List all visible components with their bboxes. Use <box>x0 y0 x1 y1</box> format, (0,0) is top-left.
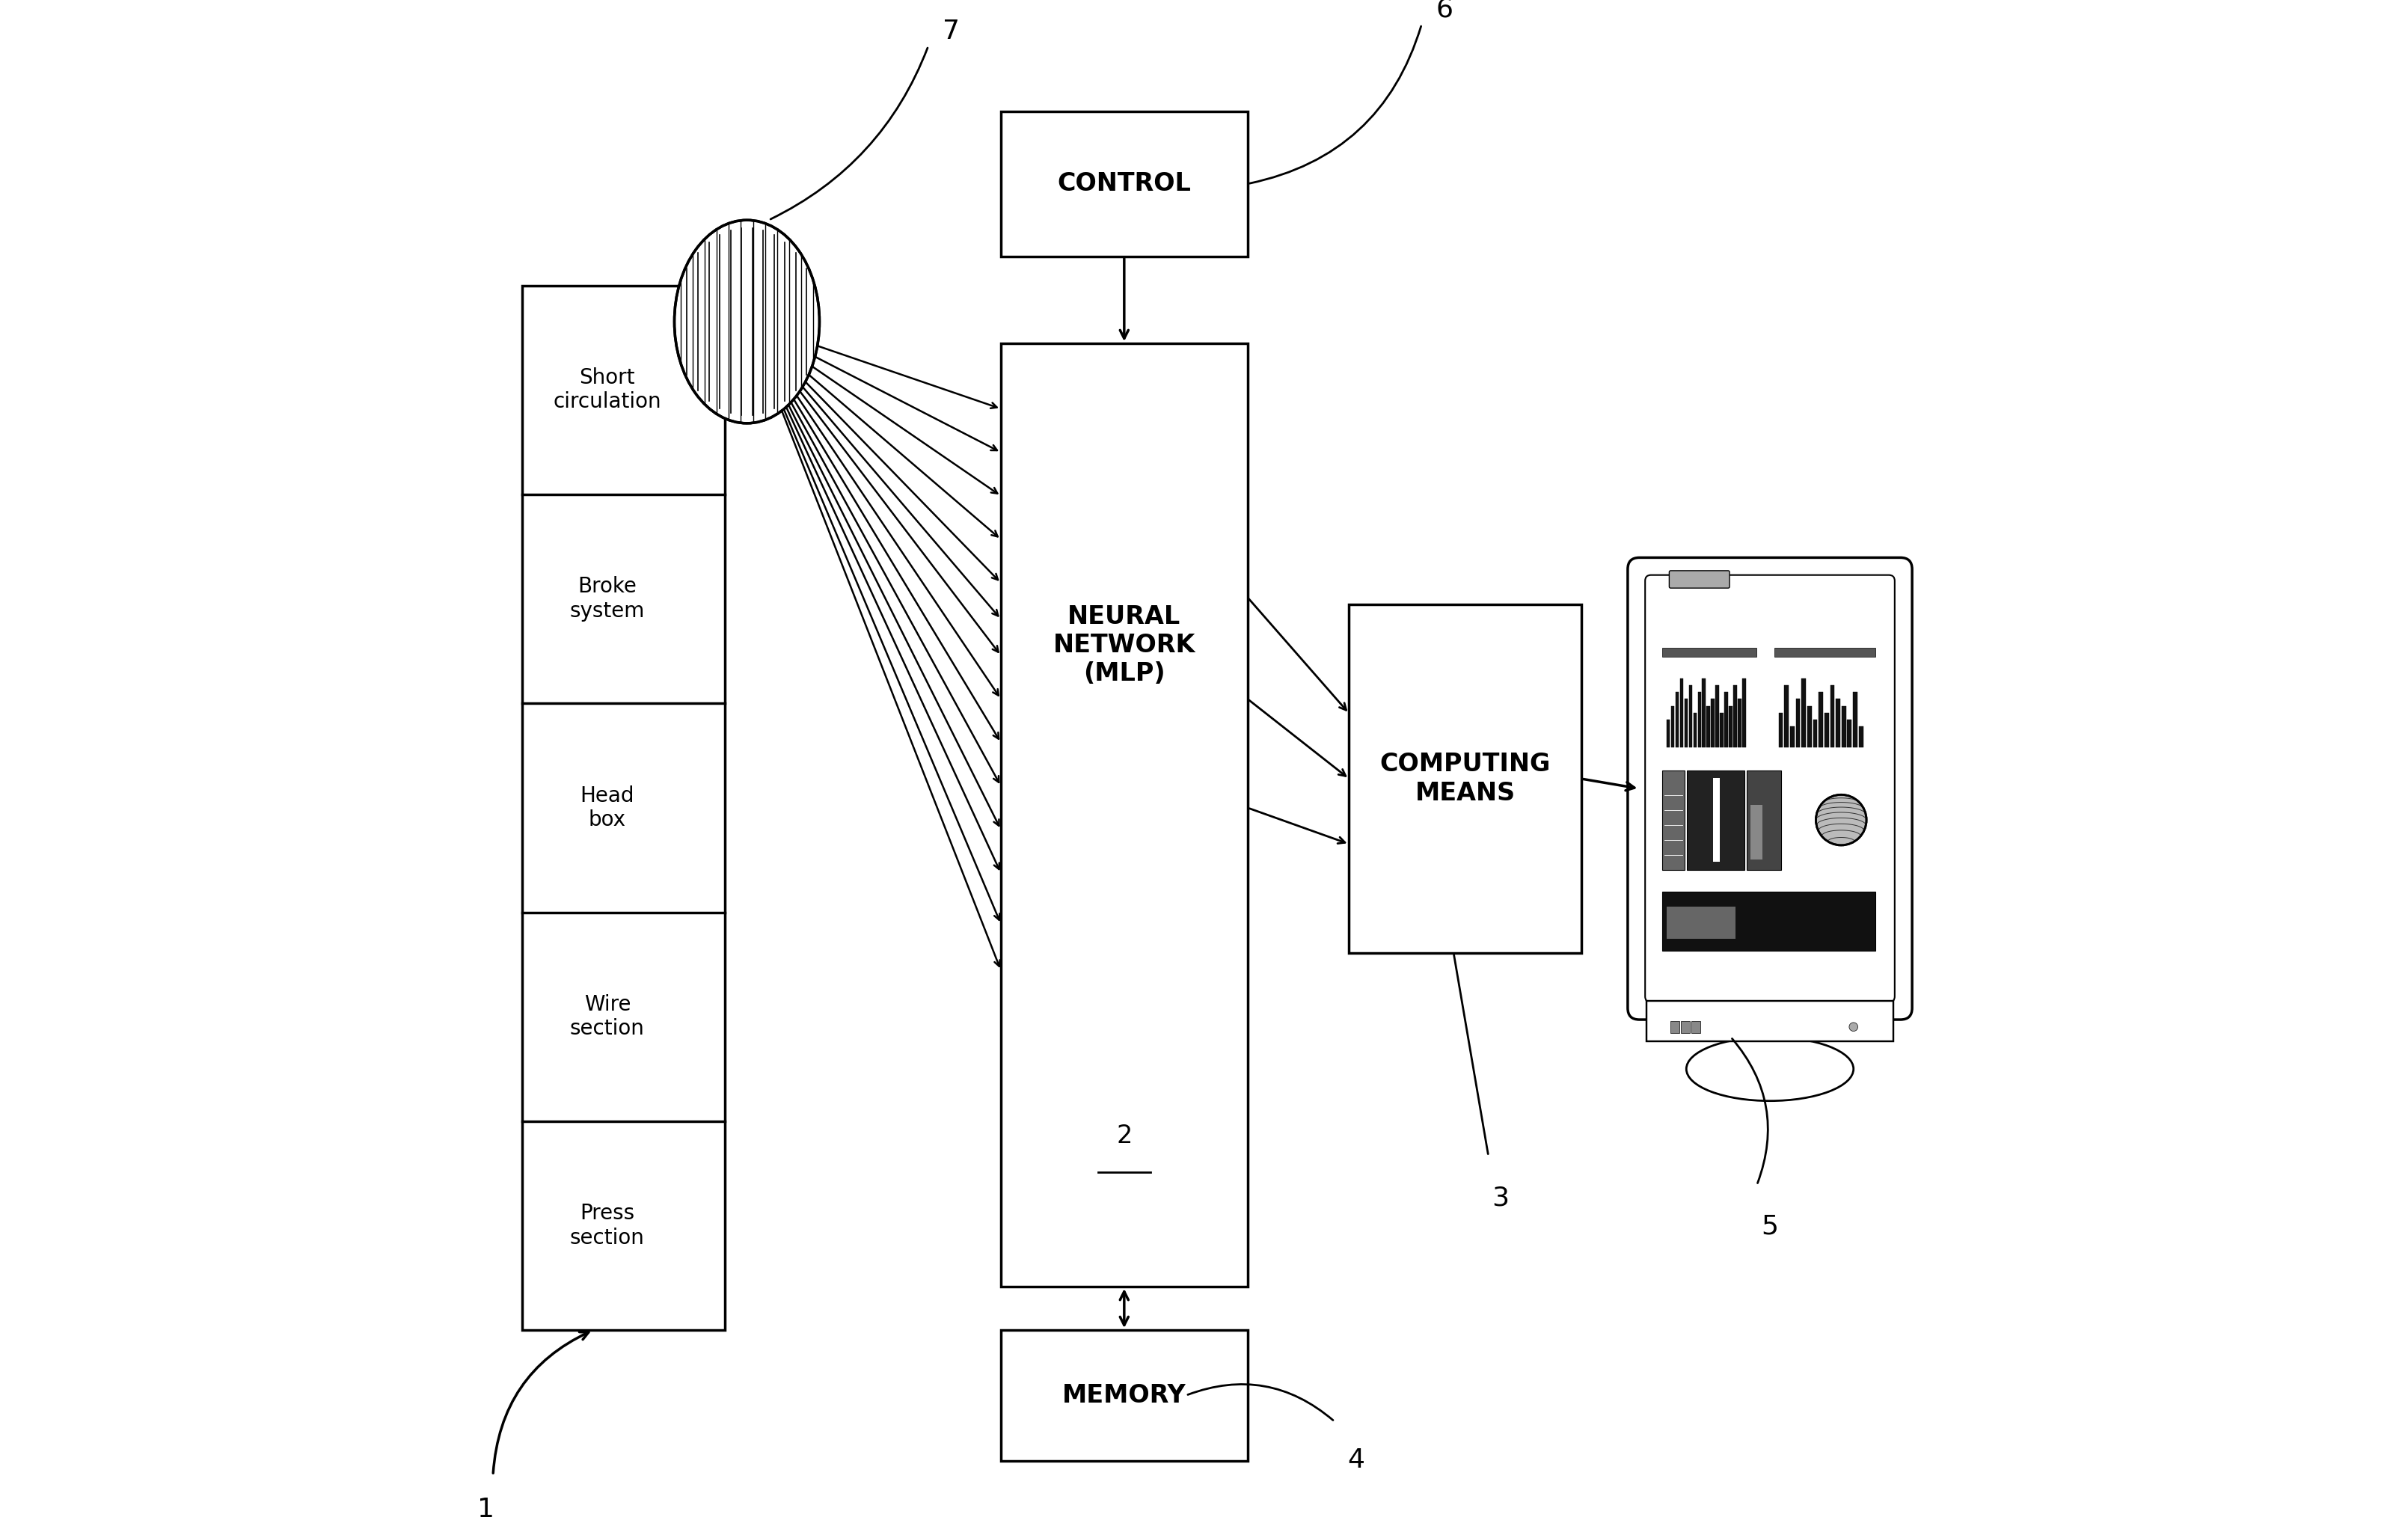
Bar <box>1712 699 1714 748</box>
Bar <box>1775 648 1876 656</box>
Bar <box>1825 713 1828 748</box>
Bar <box>1690 1021 1700 1032</box>
Bar <box>1796 699 1801 748</box>
Text: Head
box: Head box <box>580 786 633 830</box>
Bar <box>1002 1330 1247 1460</box>
Text: 7: 7 <box>944 18 961 44</box>
Bar <box>1859 726 1864 748</box>
Bar <box>1748 1034 1792 1063</box>
Text: NEURAL
NETWORK
(MLP): NEURAL NETWORK (MLP) <box>1052 604 1194 687</box>
Bar <box>1681 1021 1690 1032</box>
Bar <box>1835 699 1840 748</box>
Ellipse shape <box>674 220 819 424</box>
Circle shape <box>1849 1023 1859 1031</box>
Bar <box>1808 706 1811 748</box>
Bar <box>1739 699 1741 748</box>
Bar <box>1686 699 1688 748</box>
Text: Broke
system: Broke system <box>571 576 645 621</box>
Text: Press
section: Press section <box>571 1203 645 1248</box>
Bar <box>1671 706 1674 748</box>
Bar <box>1719 713 1724 748</box>
Bar <box>1693 713 1698 748</box>
Bar <box>1666 907 1736 939</box>
FancyBboxPatch shape <box>1647 1001 1893 1041</box>
Bar <box>1662 648 1755 656</box>
Bar <box>1002 112 1247 257</box>
Bar <box>1702 679 1705 748</box>
Bar <box>1002 344 1247 1286</box>
Text: 6: 6 <box>1435 0 1454 23</box>
Bar <box>1662 891 1876 951</box>
Text: 5: 5 <box>1760 1214 1780 1240</box>
Bar <box>1801 679 1806 748</box>
Circle shape <box>1816 795 1866 846</box>
Bar <box>1789 726 1794 748</box>
Text: 2: 2 <box>1117 1124 1132 1148</box>
Text: Wire
section: Wire section <box>571 994 645 1040</box>
Bar <box>1729 706 1731 748</box>
FancyBboxPatch shape <box>1669 570 1729 589</box>
Bar <box>1671 1021 1678 1032</box>
Bar <box>1712 778 1719 862</box>
Text: Short
circulation: Short circulation <box>554 367 662 413</box>
Text: COMPUTING
MEANS: COMPUTING MEANS <box>1380 752 1551 806</box>
Bar <box>1662 771 1686 870</box>
Bar <box>1688 771 1746 870</box>
Bar <box>1707 706 1710 748</box>
Bar <box>1688 685 1693 748</box>
Bar <box>1666 720 1671 748</box>
Bar <box>1676 693 1678 748</box>
FancyBboxPatch shape <box>1628 558 1912 1020</box>
Text: MEMORY: MEMORY <box>1062 1384 1187 1408</box>
Text: 3: 3 <box>1491 1185 1510 1211</box>
Bar <box>1681 679 1683 748</box>
Bar <box>523 286 725 1330</box>
Bar <box>1784 685 1789 748</box>
Text: 1: 1 <box>477 1497 494 1523</box>
Bar <box>1854 693 1857 748</box>
FancyBboxPatch shape <box>1645 575 1895 1001</box>
Bar <box>1847 720 1852 748</box>
Bar <box>1734 685 1736 748</box>
Bar <box>1654 604 1885 972</box>
Bar <box>1714 685 1719 748</box>
Bar <box>1818 693 1823 748</box>
Text: 4: 4 <box>1348 1448 1365 1472</box>
Bar <box>1348 604 1582 953</box>
Bar <box>1780 713 1782 748</box>
Bar <box>1724 693 1729 748</box>
Bar <box>1830 685 1835 748</box>
Ellipse shape <box>1686 1037 1854 1101</box>
Bar <box>1813 720 1818 748</box>
Bar <box>1751 804 1763 859</box>
Bar <box>1698 693 1700 748</box>
Bar <box>1746 771 1782 870</box>
Bar <box>1775 659 1876 752</box>
Bar <box>1662 659 1755 752</box>
Text: CONTROL: CONTROL <box>1057 171 1192 196</box>
Bar <box>1743 679 1746 748</box>
Bar <box>1842 706 1847 748</box>
